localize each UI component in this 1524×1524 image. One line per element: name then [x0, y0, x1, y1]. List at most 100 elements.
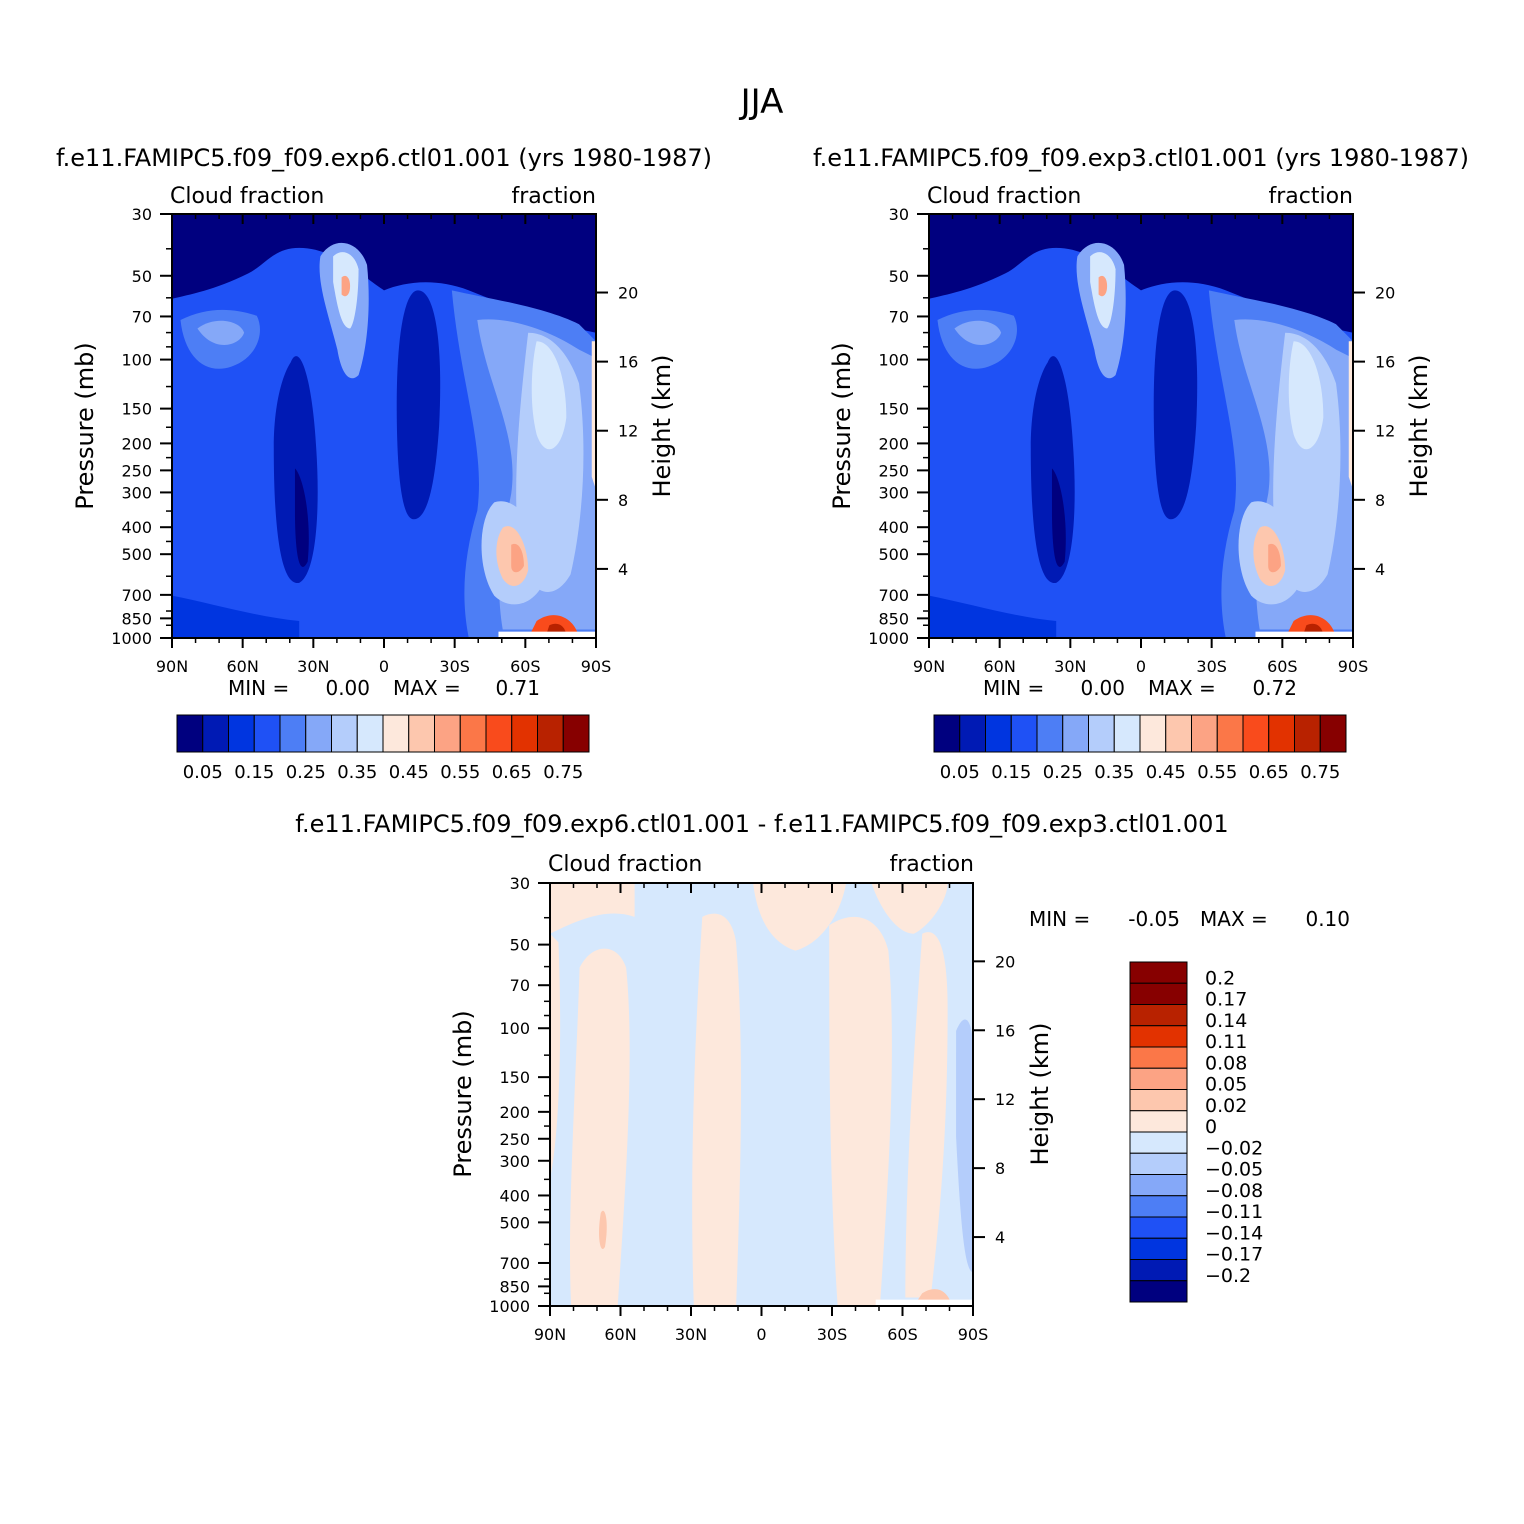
panel-3-min-value: -0.05 [1128, 907, 1180, 931]
panel-3-max-value: 0.10 [1305, 907, 1350, 931]
colorbar-label: −0.08 [1205, 1180, 1263, 1202]
colorbar-swatch [1129, 1259, 1188, 1282]
height-tick-label: 4 [618, 560, 628, 579]
pressure-tick-label: 70 [132, 307, 152, 326]
pressure-tick-label: 30 [132, 205, 152, 224]
lat-tick-label: 0 [379, 657, 389, 676]
colorbar-label: −0.05 [1205, 1159, 1263, 1181]
colorbar-label: 0.2 [1205, 967, 1235, 989]
panel-2-colorbar: 0.05 0.15 0.25 0.35 0.45 0.55 0.65 0.75 [933, 714, 1347, 783]
panel-2-left-label: Cloud fraction [927, 184, 1081, 209]
height-tick-label: 16 [995, 1021, 1015, 1040]
colorbar-label: 0.55 [1197, 762, 1237, 783]
panel-3-title: f.e11.FAMIPC5.f09_f09.exp6.ctl01.001 - f… [295, 810, 1228, 838]
colorbar-label: 0.25 [1043, 762, 1083, 783]
lat-tick-label: 60S [887, 1325, 918, 1344]
lat-tick-label: 30N [675, 1325, 707, 1344]
colorbar-swatch [1129, 982, 1188, 1005]
panel-3-contour-field [549, 882, 974, 1307]
colorbar-label: 0 [1205, 1116, 1217, 1138]
panel-1-title: f.e11.FAMIPC5.f09_f09.exp6.ctl01.001 (yr… [56, 144, 712, 172]
panel-2-right-label: fraction [1268, 184, 1353, 209]
colorbar-swatch [331, 714, 358, 753]
colorbar-swatch [305, 714, 332, 753]
pressure-tick-label: 250 [121, 461, 152, 480]
colorbar-swatch [1129, 1174, 1188, 1197]
colorbar-label: 0.75 [543, 762, 583, 783]
colorbar-swatch [511, 714, 538, 753]
pressure-tick-label: 400 [878, 518, 909, 537]
pressure-tick-label: 300 [878, 483, 909, 502]
panel-2-title: f.e11.FAMIPC5.f09_f09.exp3.ctl01.001 (yr… [813, 144, 1469, 172]
panel-2-min-label: MIN = [983, 676, 1044, 700]
colorbar-swatch [1139, 714, 1167, 753]
lat-tick-label: 60S [510, 657, 541, 676]
pressure-tick-label: 70 [889, 307, 909, 326]
panel-3-right-label: fraction [889, 852, 974, 877]
pressure-tick-label: 150 [878, 400, 909, 419]
panel-1-ylabel-right: Height (km) [648, 355, 676, 498]
lat-tick-label: 30S [817, 1325, 848, 1344]
lat-tick-label: 30N [1054, 657, 1086, 676]
lat-tick-label: 0 [1136, 657, 1146, 676]
pressure-tick-label: 50 [889, 267, 909, 286]
colorbar-label: −0.11 [1205, 1201, 1263, 1223]
pressure-tick-label: 200 [121, 434, 152, 453]
panel-1-colorbar: 0.05 0.15 0.25 0.35 0.45 0.55 0.65 0.75 [176, 714, 590, 783]
colorbar-swatch [253, 714, 281, 753]
lat-tick-label: 90N [534, 1325, 566, 1344]
colorbar-label: 0.02 [1205, 1095, 1247, 1117]
pressure-tick-label: 400 [499, 1186, 530, 1205]
colorbar-swatch [1129, 1237, 1188, 1260]
lat-tick-label: 30S [439, 657, 470, 676]
panel-2: f.e11.FAMIPC5.f09_f09.exp3.ctl01.001 (yr… [813, 144, 1469, 783]
colorbar-swatch [1129, 1110, 1188, 1133]
colorbar-label: 0.15 [991, 762, 1031, 783]
pressure-tick-label: 500 [121, 545, 152, 564]
colorbar-label: −0.14 [1205, 1222, 1263, 1244]
lat-tick-label: 60N [984, 657, 1016, 676]
pressure-tick-label: 400 [121, 518, 152, 537]
pressure-tick-label: 1000 [868, 629, 909, 648]
height-tick-label: 20 [995, 952, 1015, 971]
pressure-tick-label: 300 [499, 1152, 530, 1171]
height-tick-label: 8 [618, 491, 628, 510]
panel-2-ylabel-right: Height (km) [1405, 355, 1433, 498]
colorbar-swatch [279, 714, 307, 753]
pressure-tick-label: 200 [878, 434, 909, 453]
lat-tick-label: 90N [156, 657, 188, 676]
panel-1-left-label: Cloud fraction [170, 184, 324, 209]
lat-tick-label: 90S [581, 657, 612, 676]
pressure-tick-label: 70 [510, 976, 530, 995]
pressure-tick-label: 50 [132, 267, 152, 286]
lat-tick-label: 60N [604, 1325, 636, 1344]
colorbar-swatch [1191, 714, 1218, 753]
colorbar-label: −0.2 [1205, 1265, 1251, 1287]
height-tick-label: 4 [995, 1228, 1005, 1247]
panel-2-ylabel: Pressure (mb) [828, 342, 856, 509]
colorbar-label: 0.45 [1146, 762, 1186, 783]
colorbar-swatch [959, 714, 986, 753]
lat-tick-label: 90S [958, 1325, 989, 1344]
pressure-tick-label: 150 [499, 1068, 530, 1087]
colorbar-swatch [1268, 714, 1295, 753]
colorbar-swatch [176, 714, 204, 753]
panel-3-left-label: Cloud fraction [548, 852, 702, 877]
colorbar-swatch [408, 714, 435, 753]
panel-1-ylabel: Pressure (mb) [71, 342, 99, 509]
pressure-tick-label: 700 [121, 586, 152, 605]
pressure-tick-label: 1000 [111, 629, 152, 648]
colorbar-swatch [933, 714, 961, 753]
panel-3: f.e11.FAMIPC5.f09_f09.exp6.ctl01.001 - f… [295, 810, 1350, 1344]
colorbar-label: 0.25 [286, 762, 326, 783]
pressure-tick-label: 850 [121, 609, 152, 628]
height-tick-label: 12 [1375, 422, 1395, 441]
panel-1-max-value: 0.71 [495, 676, 540, 700]
colorbar-swatch [1129, 1152, 1188, 1175]
colorbar-swatch [1319, 714, 1347, 753]
height-tick-label: 8 [1375, 491, 1385, 510]
colorbar-swatch [1129, 961, 1188, 984]
colorbar-swatch [1062, 714, 1089, 753]
